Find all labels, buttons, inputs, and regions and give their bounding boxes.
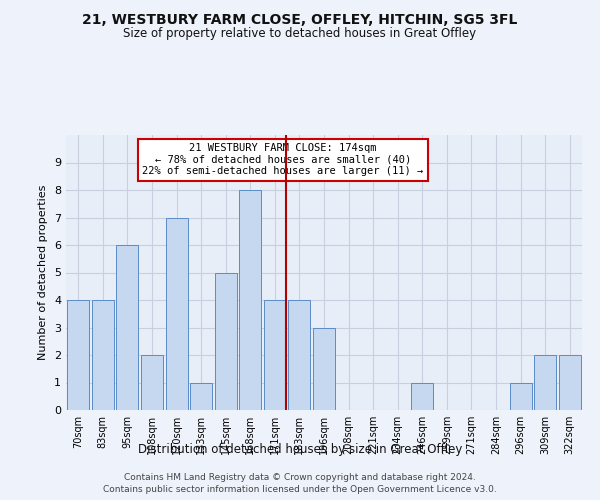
Bar <box>92 300 114 410</box>
Bar <box>559 355 581 410</box>
Text: 21 WESTBURY FARM CLOSE: 174sqm
← 78% of detached houses are smaller (40)
22% of : 21 WESTBURY FARM CLOSE: 174sqm ← 78% of … <box>142 143 424 176</box>
Bar <box>509 382 532 410</box>
Bar <box>141 355 163 410</box>
Bar <box>289 300 310 410</box>
Text: Size of property relative to detached houses in Great Offley: Size of property relative to detached ho… <box>124 28 476 40</box>
Bar <box>190 382 212 410</box>
Bar <box>215 272 237 410</box>
Text: Contains HM Land Registry data © Crown copyright and database right 2024.: Contains HM Land Registry data © Crown c… <box>124 472 476 482</box>
Bar <box>264 300 286 410</box>
Y-axis label: Number of detached properties: Number of detached properties <box>38 185 49 360</box>
Bar <box>313 328 335 410</box>
Text: Distribution of detached houses by size in Great Offley: Distribution of detached houses by size … <box>138 442 462 456</box>
Text: 21, WESTBURY FARM CLOSE, OFFLEY, HITCHIN, SG5 3FL: 21, WESTBURY FARM CLOSE, OFFLEY, HITCHIN… <box>82 12 518 26</box>
Text: Contains public sector information licensed under the Open Government Licence v3: Contains public sector information licen… <box>103 485 497 494</box>
Bar <box>116 245 139 410</box>
Bar <box>166 218 188 410</box>
Bar <box>239 190 262 410</box>
Bar <box>534 355 556 410</box>
Bar <box>67 300 89 410</box>
Bar <box>411 382 433 410</box>
